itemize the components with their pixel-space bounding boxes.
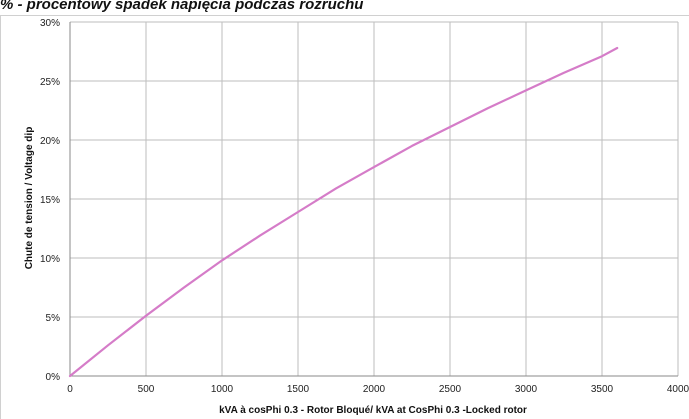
chart-grid <box>69 21 679 377</box>
chart-header-title: % - procentowy spadek napięcia podczas r… <box>0 0 364 13</box>
x-tick-label-3000: 3000 <box>515 384 538 395</box>
chart-series <box>68 46 619 378</box>
x-tick-label-0: 0 <box>67 384 73 395</box>
y-tick-label-1: 5% <box>46 313 61 324</box>
x-tick-label-1500: 1500 <box>287 384 310 395</box>
chart-ticks: 0 500 1000 1500 2000 2500 3000 3500 4000 0% 5% 10% 1… <box>40 18 689 395</box>
x-tick-label-2000: 2000 <box>363 384 386 395</box>
x-tick-label-500: 500 <box>138 384 155 395</box>
series-line-0 <box>68 46 619 378</box>
y-tick-label-5: 25% <box>40 77 60 88</box>
y-tick-label-0: 0% <box>46 372 61 383</box>
y-tick-label-4: 20% <box>40 136 60 147</box>
x-tick-label-4000: 4000 <box>667 384 689 395</box>
x-tick-label-2500: 2500 <box>439 384 462 395</box>
x-tick-label-3500: 3500 <box>591 384 614 395</box>
y-tick-label-2: 10% <box>40 254 60 265</box>
x-axis-label: kVA à cosPhi 0.3 - Rotor Bloqué/ kVA at … <box>219 405 527 416</box>
y-tick-label-6: 30% <box>40 18 60 29</box>
y-axis-label: Chute de tension / Voltage dip <box>24 127 35 270</box>
y-tick-label-3: 15% <box>40 195 60 206</box>
x-tick-label-1000: 1000 <box>211 384 234 395</box>
chart-frame <box>0 15 689 419</box>
